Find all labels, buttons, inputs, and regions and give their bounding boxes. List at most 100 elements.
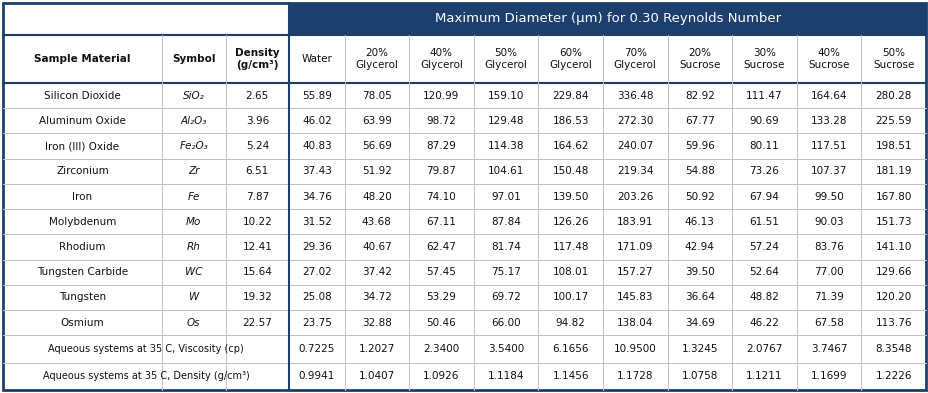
Text: 336.48: 336.48 xyxy=(616,90,652,101)
Text: Fe₂O₃: Fe₂O₃ xyxy=(179,141,208,151)
Text: 52.64: 52.64 xyxy=(749,267,779,277)
Text: 3.96: 3.96 xyxy=(245,116,269,126)
Text: 129.66: 129.66 xyxy=(874,267,911,277)
Text: Os: Os xyxy=(187,318,200,328)
Text: 34.76: 34.76 xyxy=(302,191,331,202)
Text: 225.59: 225.59 xyxy=(874,116,911,126)
Text: 1.1211: 1.1211 xyxy=(745,371,782,381)
Text: Density
(g/cm³): Density (g/cm³) xyxy=(235,48,279,70)
Text: Iron: Iron xyxy=(72,191,93,202)
Text: 167.80: 167.80 xyxy=(874,191,911,202)
Text: 1.2226: 1.2226 xyxy=(874,371,911,381)
Text: 51.92: 51.92 xyxy=(362,166,392,176)
Text: 3.5400: 3.5400 xyxy=(487,344,523,354)
Text: 48.20: 48.20 xyxy=(362,191,392,202)
Text: 55.89: 55.89 xyxy=(302,90,331,101)
Text: 83.76: 83.76 xyxy=(813,242,844,252)
Text: 2.65: 2.65 xyxy=(245,90,269,101)
Text: 46.02: 46.02 xyxy=(302,116,331,126)
Text: 32.88: 32.88 xyxy=(362,318,392,328)
Bar xyxy=(3,260,925,285)
Bar xyxy=(3,363,925,390)
Text: 25.08: 25.08 xyxy=(302,292,331,303)
Text: 81.74: 81.74 xyxy=(491,242,521,252)
Text: Osmium: Osmium xyxy=(60,318,104,328)
Text: 94.82: 94.82 xyxy=(555,318,585,328)
Text: 36.64: 36.64 xyxy=(684,292,714,303)
Text: 19.32: 19.32 xyxy=(242,292,272,303)
Text: Rh: Rh xyxy=(187,242,200,252)
Text: 34.69: 34.69 xyxy=(684,318,714,328)
Bar xyxy=(3,108,925,133)
Text: 8.3548: 8.3548 xyxy=(874,344,911,354)
Text: Aqueous systems at 35 C, Viscosity (cp): Aqueous systems at 35 C, Viscosity (cp) xyxy=(48,344,244,354)
Text: 66.00: 66.00 xyxy=(491,318,521,328)
Text: Rhodium: Rhodium xyxy=(59,242,106,252)
Text: 23.75: 23.75 xyxy=(302,318,331,328)
Text: 1.3245: 1.3245 xyxy=(681,344,717,354)
Text: 107.37: 107.37 xyxy=(810,166,846,176)
Text: 79.87: 79.87 xyxy=(426,166,456,176)
Text: 2.0767: 2.0767 xyxy=(745,344,781,354)
Text: 67.77: 67.77 xyxy=(684,116,714,126)
Text: 54.88: 54.88 xyxy=(684,166,714,176)
Text: 20%
Sucrose: 20% Sucrose xyxy=(678,48,720,70)
Bar xyxy=(3,285,925,310)
Text: 53.29: 53.29 xyxy=(426,292,456,303)
Text: 40%
Sucrose: 40% Sucrose xyxy=(807,48,849,70)
Text: 60%
Glycerol: 60% Glycerol xyxy=(548,48,591,70)
Text: 98.72: 98.72 xyxy=(426,116,456,126)
Text: 6.1656: 6.1656 xyxy=(552,344,588,354)
Text: 111.47: 111.47 xyxy=(745,90,782,101)
Bar xyxy=(3,184,925,209)
Text: Al₂O₃: Al₂O₃ xyxy=(180,116,207,126)
Bar xyxy=(3,133,925,159)
Text: 74.10: 74.10 xyxy=(426,191,456,202)
Text: 104.61: 104.61 xyxy=(487,166,523,176)
Text: Symbol: Symbol xyxy=(172,54,215,64)
Text: Sample Material: Sample Material xyxy=(34,54,131,64)
Text: 50.46: 50.46 xyxy=(426,318,456,328)
Text: 3.7467: 3.7467 xyxy=(810,344,846,354)
Text: Molybdenum: Molybdenum xyxy=(49,217,116,227)
Text: 46.13: 46.13 xyxy=(684,217,714,227)
Text: Zr: Zr xyxy=(187,166,200,176)
Text: 37.42: 37.42 xyxy=(362,267,392,277)
Text: 1.0407: 1.0407 xyxy=(358,371,394,381)
Text: 46.22: 46.22 xyxy=(749,318,779,328)
Text: 67.94: 67.94 xyxy=(749,191,779,202)
Text: Aqueous systems at 35 C, Density (g/cm³): Aqueous systems at 35 C, Density (g/cm³) xyxy=(43,371,250,381)
Text: 133.28: 133.28 xyxy=(810,116,846,126)
Text: 1.1456: 1.1456 xyxy=(552,371,588,381)
Text: 50%
Glycerol: 50% Glycerol xyxy=(484,48,527,70)
Text: 87.84: 87.84 xyxy=(491,217,521,227)
Bar xyxy=(3,159,925,184)
Text: 6.51: 6.51 xyxy=(245,166,269,176)
Text: 48.82: 48.82 xyxy=(749,292,779,303)
Text: Fe: Fe xyxy=(187,191,200,202)
Text: 63.99: 63.99 xyxy=(362,116,392,126)
Text: 1.0926: 1.0926 xyxy=(423,371,459,381)
Text: Water: Water xyxy=(301,54,332,64)
Text: 78.05: 78.05 xyxy=(362,90,392,101)
Text: 57.45: 57.45 xyxy=(426,267,456,277)
Text: 34.72: 34.72 xyxy=(362,292,392,303)
Text: 113.76: 113.76 xyxy=(874,318,911,328)
Text: 219.34: 219.34 xyxy=(616,166,652,176)
Bar xyxy=(3,3,289,35)
Text: W: W xyxy=(188,292,199,303)
Text: 183.91: 183.91 xyxy=(616,217,652,227)
Text: 57.24: 57.24 xyxy=(749,242,779,252)
Text: 20%
Glycerol: 20% Glycerol xyxy=(355,48,398,70)
Text: 67.58: 67.58 xyxy=(813,318,844,328)
Text: 87.29: 87.29 xyxy=(426,141,456,151)
Text: Mo: Mo xyxy=(186,217,201,227)
Text: 10.9500: 10.9500 xyxy=(613,344,656,354)
Text: 150.48: 150.48 xyxy=(552,166,588,176)
Text: 1.2027: 1.2027 xyxy=(358,344,394,354)
Text: Tungsten: Tungsten xyxy=(58,292,106,303)
Text: 27.02: 27.02 xyxy=(302,267,331,277)
Bar xyxy=(3,234,925,260)
Text: 30%
Sucrose: 30% Sucrose xyxy=(743,48,784,70)
Text: Iron (III) Oxide: Iron (III) Oxide xyxy=(45,141,120,151)
